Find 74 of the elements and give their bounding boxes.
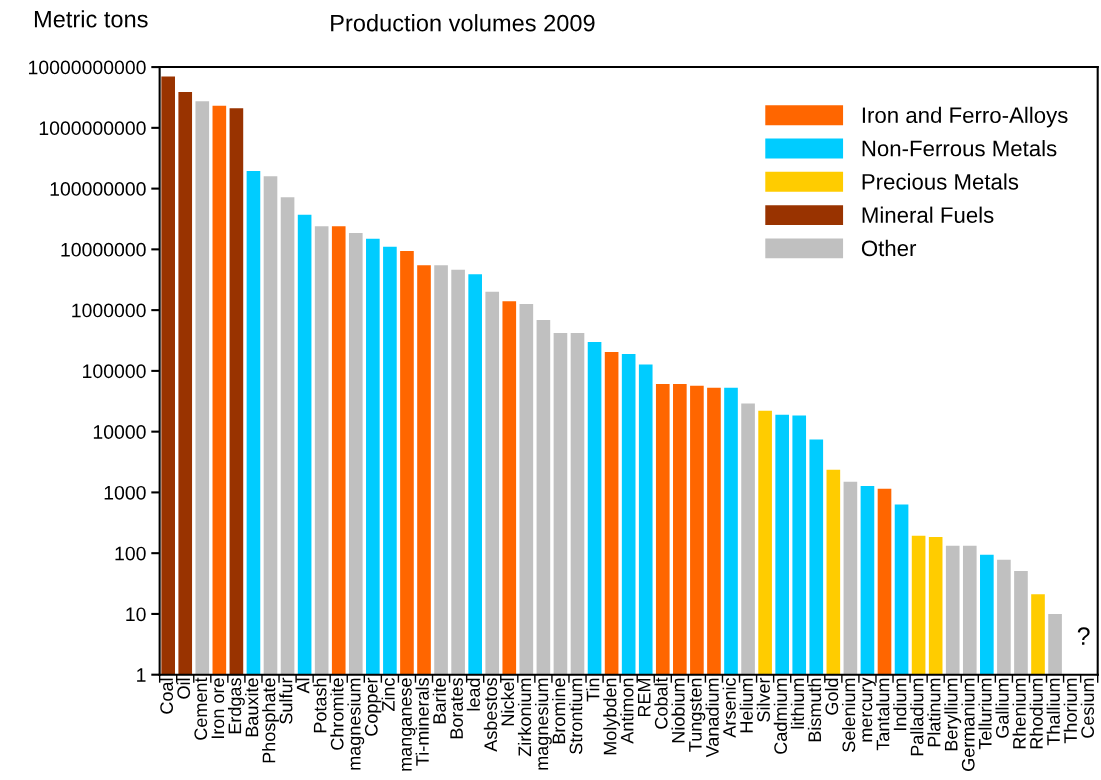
x-tick-label: Asbestos xyxy=(483,678,498,752)
y-tick-label: 100000 xyxy=(83,364,146,379)
x-tick-label: Strontium xyxy=(569,678,583,754)
x-tick-label: Vanadium xyxy=(705,678,719,758)
x-tick-label: Thorium xyxy=(1063,678,1077,744)
annotation: ? xyxy=(1077,627,1090,645)
x-tick-label: Bauxite xyxy=(245,678,259,737)
x-tick-label: Coal xyxy=(159,678,174,714)
y-tick-label: 10 xyxy=(126,607,146,622)
x-tick-label: Iron ore xyxy=(211,678,225,739)
legend-label: Non-Ferrous Metals xyxy=(862,140,1057,157)
x-tick-label: magnesium xyxy=(347,678,365,770)
legend-label: Mineral Fuels xyxy=(862,206,994,223)
y-tick-label: 1 xyxy=(137,668,146,682)
x-tick-label: Zinc xyxy=(381,677,395,712)
legend-label: Precious Metals xyxy=(862,173,1019,190)
x-tick-label: Rhodium xyxy=(1029,678,1043,749)
x-tick-label: Beryllium xyxy=(944,678,962,751)
x-tick-label: Niobium xyxy=(671,678,685,743)
x-tick-label: Indium xyxy=(893,678,907,730)
x-tick-label: REM xyxy=(637,678,651,717)
x-tick-label: Ti-minerals xyxy=(415,678,429,766)
x-tick-label: Tin xyxy=(586,678,600,702)
x-tick-label: Cement xyxy=(194,677,208,740)
x-tick-label: Barite xyxy=(432,678,446,724)
x-tick-label: Copper xyxy=(364,677,382,736)
x-tick-label: Phosphate xyxy=(262,678,279,763)
x-tick-label: Germanium xyxy=(961,678,975,771)
y-tick-label: 100000000 xyxy=(50,182,146,196)
x-tick-label: mercury xyxy=(862,677,876,742)
x-tick-label: Tungsten xyxy=(689,678,706,752)
x-tick-label: Platinum xyxy=(927,678,941,747)
x-tick-label: Chromite xyxy=(330,678,344,750)
x-tick-label: Selenium xyxy=(841,678,856,752)
x-tick-label: Thallium xyxy=(1046,678,1060,746)
x-tick-label: Bismuth xyxy=(807,678,822,742)
x-tick-label: Silver xyxy=(756,677,770,722)
x-tick-label: Cobalt xyxy=(654,677,668,729)
y-tick-label: 1000 xyxy=(104,485,146,500)
x-tick-label: lead xyxy=(466,678,481,711)
x-tick-label: Gallium xyxy=(995,678,1009,738)
x-tick-label: magnesium xyxy=(534,678,552,770)
x-tick-label: Rhenium xyxy=(1012,678,1026,749)
y-axis-title: Metric tons xyxy=(34,10,148,28)
y-tick-label: 100 xyxy=(115,546,146,561)
legend-label: Iron and Ferro-Alloys xyxy=(862,106,1068,128)
x-tick-label: lithium xyxy=(790,678,805,729)
x-tick-label: Gold xyxy=(824,678,839,715)
x-tick-label: Potash xyxy=(313,678,327,733)
y-tick-label: 10000000 xyxy=(61,242,146,257)
x-tick-label: Cadmium xyxy=(773,678,788,754)
y-tick-label: 10000000000 xyxy=(28,60,146,75)
x-tick-label: Tellurium xyxy=(978,678,992,750)
x-tick-label: Borates xyxy=(450,678,463,739)
x-tick-label: Molybden xyxy=(603,678,621,755)
x-tick-label: manganese xyxy=(401,678,416,771)
x-tick-label: Antimon xyxy=(620,678,634,744)
x-tick-label: Zirkonium xyxy=(517,678,532,757)
y-tick-label: 1000000 xyxy=(72,303,146,318)
legend-label: Other xyxy=(861,239,917,257)
y-tick-label: 10000 xyxy=(93,425,146,439)
y-tick-label: 1000000000 xyxy=(39,121,146,136)
x-tick-label: Sulfur xyxy=(279,677,293,724)
x-tick-label: Palladium xyxy=(910,678,924,756)
x-tick-label: Al xyxy=(296,678,310,694)
x-tick-label: Tantalum xyxy=(876,678,890,751)
x-tick-label: Nickel xyxy=(500,678,515,726)
x-tick-label: Erdgas xyxy=(227,678,245,734)
x-tick-label: Helium xyxy=(739,678,753,733)
x-tick-label: Oil xyxy=(176,678,191,699)
x-tick-label: Arsenic xyxy=(722,677,736,738)
chart-title: Production volumes 2009 xyxy=(331,14,595,32)
x-tick-label: Bromine xyxy=(552,678,566,744)
x-tick-label: Cesium xyxy=(1080,678,1095,738)
